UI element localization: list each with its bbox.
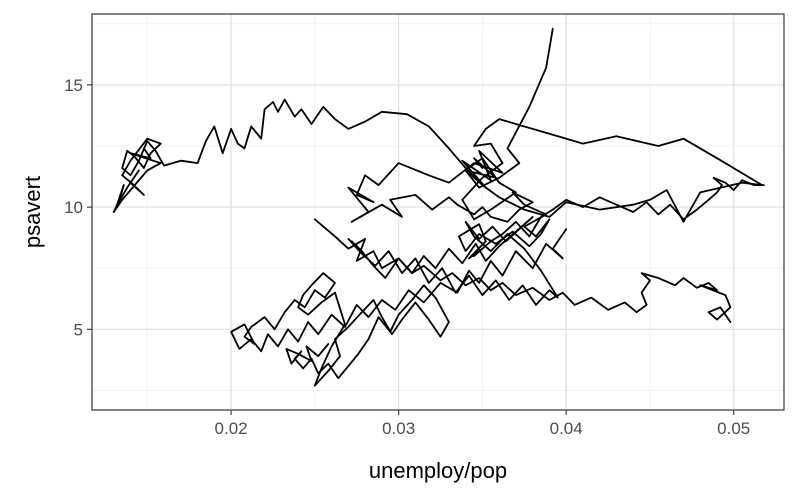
panel-border xyxy=(91,13,785,411)
x-tick-label: 0.04 xyxy=(550,419,583,438)
y-tick-label: 10 xyxy=(64,198,83,217)
minor-grid xyxy=(92,14,784,410)
x-axis-ticks: 0.02 0.03 0.04 0.05 xyxy=(215,410,750,438)
series-line-6 xyxy=(230,228,568,353)
panel-background xyxy=(92,14,784,410)
x-tick-label: 0.03 xyxy=(382,419,415,438)
series-line-2 xyxy=(112,147,162,213)
series-line-7 xyxy=(285,284,450,387)
y-tick-label: 5 xyxy=(74,320,83,339)
y-axis-ticks: 5 10 15 xyxy=(64,76,92,339)
x-tick-label: 0.05 xyxy=(717,419,750,438)
series-layer xyxy=(112,27,765,387)
series-line-8 xyxy=(347,215,559,306)
y-tick-label: 15 xyxy=(64,76,83,95)
major-grid xyxy=(92,14,784,410)
x-axis-title: unemploy/pop xyxy=(369,458,507,483)
series-line-4 xyxy=(473,176,765,257)
y-axis-title: psavert xyxy=(20,176,45,248)
series-line-5 xyxy=(313,218,732,323)
series-line-1 xyxy=(112,27,764,223)
x-tick-label: 0.02 xyxy=(215,419,248,438)
